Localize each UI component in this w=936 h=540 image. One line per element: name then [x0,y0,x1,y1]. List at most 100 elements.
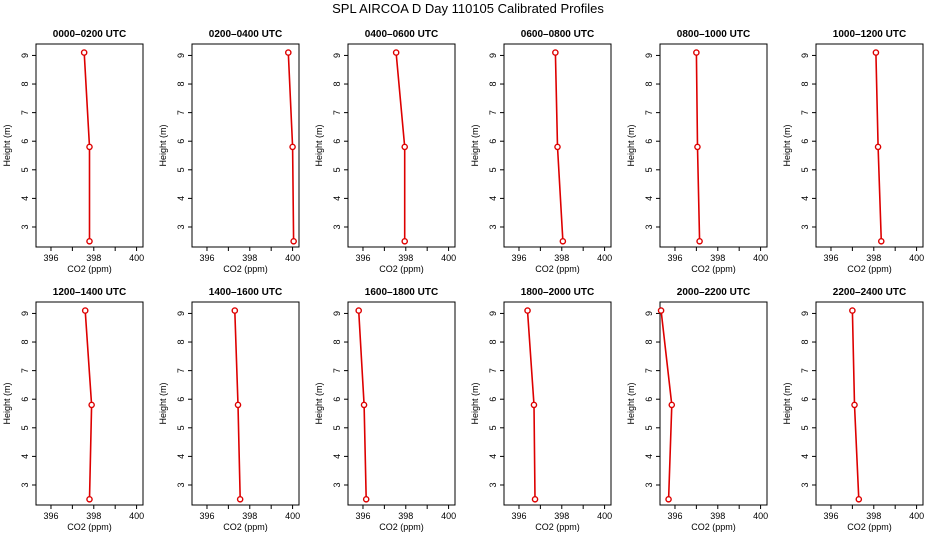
y-tick-label: 6 [644,139,654,144]
y-tick-label: 9 [488,311,498,316]
x-tick-label: 400 [285,511,300,521]
y-tick-label: 3 [488,224,498,229]
y-axis-label: Height (m) [626,124,636,166]
panel-title: 0000–0200 UTC [53,29,126,40]
profile-panel-5: 1000–1200 UTC 396 398 400 CO2 (ppm) 3 4 5 6 7 8 9 He… [782,29,924,274]
y-tick-label: 7 [20,368,30,373]
profile-panel-0: 0000–0200 UTC 396 398 400 CO2 (ppm) 3 4 5 6 7 8 9 He… [2,29,144,274]
y-tick-label: 5 [800,167,810,172]
y-tick-label: 4 [20,196,30,201]
y-tick-label: 7 [176,110,186,115]
x-tick-label: 398 [554,253,569,263]
y-tick-label: 9 [488,53,498,58]
y-tick-label: 5 [176,425,186,430]
y-tick-label: 8 [332,340,342,345]
y-tick-label: 5 [488,425,498,430]
x-axis-label: CO2 (ppm) [691,522,736,532]
x-axis-label: CO2 (ppm) [847,264,892,274]
x-axis-label: CO2 (ppm) [691,264,736,274]
y-tick-label: 9 [800,311,810,316]
x-tick-label: 396 [667,511,682,521]
x-axis-label: CO2 (ppm) [535,522,580,532]
y-tick-label: 4 [800,196,810,201]
profile-point [872,49,880,56]
y-tick-label: 4 [800,454,810,459]
x-tick-label: 396 [199,511,214,521]
panel-title: 0600–0800 UTC [521,29,594,40]
y-tick-label: 4 [20,454,30,459]
y-tick-label: 8 [20,82,30,87]
y-axis-label: Height (m) [470,124,480,166]
x-tick-label: 398 [398,511,413,521]
x-tick-label: 398 [710,511,725,521]
profile-point [392,49,400,56]
y-tick-label: 7 [488,110,498,115]
x-tick-label: 400 [909,511,924,521]
profile-point [86,495,93,503]
y-tick-label: 8 [644,340,654,345]
plot-frame [815,43,924,248]
y-tick-label: 8 [800,340,810,345]
y-tick-label: 8 [176,82,186,87]
profile-point [524,307,531,314]
profile-point [531,495,539,503]
y-tick-label: 6 [800,139,810,144]
panel-title: 2000–2200 UTC [677,287,750,298]
profile-point [401,237,409,245]
y-tick-label: 6 [488,397,498,402]
x-tick-label: 398 [398,253,413,263]
profile-point [236,495,244,503]
y-tick-label: 9 [332,311,342,316]
x-axis-label: CO2 (ppm) [67,264,112,274]
x-axis-label: CO2 (ppm) [67,522,112,532]
profile-point [530,401,538,409]
plot-frame [503,43,612,248]
y-tick-label: 5 [176,167,186,172]
y-tick-label: 5 [20,167,30,172]
x-tick-label: 396 [43,253,58,263]
x-tick-label: 396 [511,511,526,521]
y-tick-label: 9 [644,311,654,316]
profile-panel-9: 1800–2000 UTC 396 398 400 CO2 (ppm) 3 4 5 6 7 8 9 He… [470,287,612,532]
y-tick-label: 4 [488,196,498,201]
y-tick-label: 6 [20,139,30,144]
panel-title: 2200–2400 UTC [833,287,906,298]
y-tick-label: 6 [332,397,342,402]
y-axis-label: Height (m) [2,382,12,424]
plot-frame [815,301,924,506]
x-tick-label: 400 [597,511,612,521]
x-tick-label: 400 [129,511,144,521]
y-tick-label: 5 [20,425,30,430]
profile-panel-2: 0400–0600 UTC 396 398 400 CO2 (ppm) 3 4 5 6 7 8 9 He… [314,29,456,274]
x-tick-label: 398 [86,253,101,263]
profile-point [855,495,863,503]
y-tick-label: 7 [176,368,186,373]
x-axis-label: CO2 (ppm) [379,264,424,274]
x-tick-label: 400 [441,253,456,263]
y-tick-label: 8 [20,340,30,345]
plot-frame [659,43,768,248]
profile-point [88,401,95,409]
y-tick-label: 7 [644,110,654,115]
x-tick-label: 400 [753,511,768,521]
x-axis-label: CO2 (ppm) [223,522,268,532]
y-axis-label: Height (m) [314,124,324,166]
y-tick-label: 9 [176,311,186,316]
y-tick-label: 8 [332,82,342,87]
profile-panel-10: 2000–2200 UTC 396 398 400 CO2 (ppm) 3 4 5 6 7 8 9 He… [626,287,768,532]
plot-frame [659,301,768,506]
y-tick-label: 8 [176,340,186,345]
x-axis-label: CO2 (ppm) [847,522,892,532]
profile-point [877,237,885,245]
profile-panel-11: 2200–2400 UTC 396 398 400 CO2 (ppm) 3 4 5 6 7 8 9 He… [782,287,924,532]
y-tick-label: 7 [332,110,342,115]
profile-point [668,401,676,409]
y-tick-label: 5 [644,167,654,172]
panel-title: 1000–1200 UTC [833,29,906,40]
panel-title: 1200–1400 UTC [53,287,126,298]
panel-title: 1400–1600 UTC [209,287,282,298]
profile-point [86,237,93,245]
y-tick-label: 5 [644,425,654,430]
x-tick-label: 400 [441,511,456,521]
